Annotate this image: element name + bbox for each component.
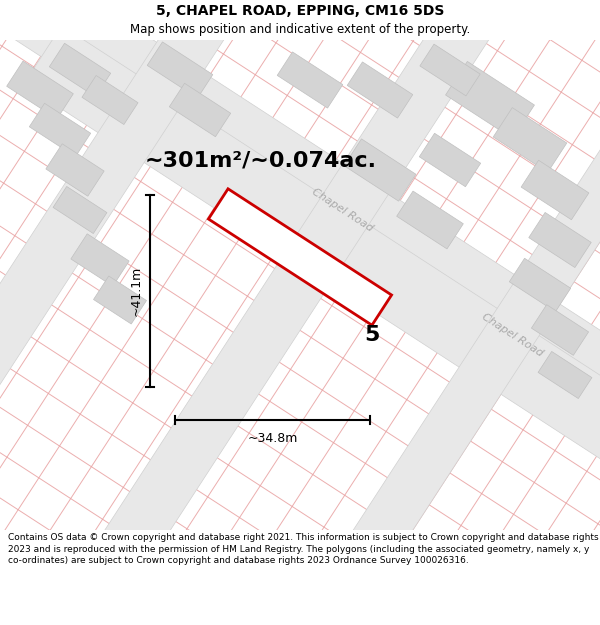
Bar [49,43,110,97]
Bar [0,0,600,456]
Bar [493,107,567,172]
Bar [538,351,592,399]
Bar [23,26,600,574]
Bar [46,144,104,196]
Text: ~41.1m: ~41.1m [130,266,143,316]
Bar [277,52,343,108]
Bar [419,133,481,187]
Bar [347,62,413,118]
Bar [29,103,91,157]
Bar [82,76,138,124]
Bar [169,83,230,137]
Bar [521,160,589,220]
Text: Contains OS data © Crown copyright and database right 2021. This information is : Contains OS data © Crown copyright and d… [8,533,598,566]
Bar [529,213,591,268]
Bar [32,0,568,625]
Bar [344,139,416,201]
Bar [7,61,73,119]
Text: Chapel Road: Chapel Road [480,311,545,359]
Text: Map shows position and indicative extent of the property.: Map shows position and indicative extent… [130,24,470,36]
Bar [446,61,535,139]
Bar [532,304,589,356]
Text: ~301m²/~0.074ac.: ~301m²/~0.074ac. [145,150,377,170]
Bar [147,42,213,98]
Bar [420,44,480,96]
Bar [53,186,107,234]
Bar [0,0,368,572]
Polygon shape [208,189,392,325]
Text: Chapel Road: Chapel Road [310,186,375,234]
Bar [509,258,571,312]
Text: ~34.8m: ~34.8m [247,431,298,444]
Bar [94,276,146,324]
Bar [234,0,600,625]
Bar [397,191,463,249]
Text: 5: 5 [364,325,379,345]
Text: 5, CHAPEL ROAD, EPPING, CM16 5DS: 5, CHAPEL ROAD, EPPING, CM16 5DS [156,4,444,18]
Bar [71,234,129,286]
